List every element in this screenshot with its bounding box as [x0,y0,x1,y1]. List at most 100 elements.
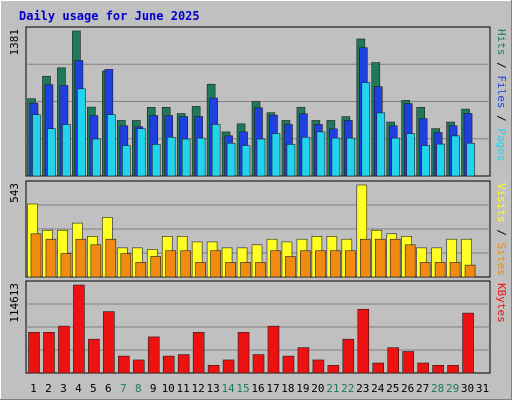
bar-sites-day-21 [330,250,341,278]
x-tick-label-day-19: 19 [296,382,309,395]
bar-pages-day-9 [151,144,161,177]
x-tick-label-day-27: 27 [416,382,429,395]
bar-pages-day-11 [181,138,191,177]
x-tick-label-day-3: 3 [60,382,67,395]
bar-pages-day-25 [391,137,401,177]
bar-pages-day-2 [47,128,56,177]
bar-sites-day-29 [449,262,461,278]
bar-kbytes-day-29 [447,365,459,374]
legend-separator: / [495,109,508,129]
bar-sites-day-5 [90,244,102,278]
bar-pages-day-12 [196,137,206,177]
bar-pages-day-18 [286,144,296,177]
bar-kbytes-day-6 [103,311,115,374]
bar-sites-day-14 [225,262,236,278]
bar-sites-day-24 [374,238,386,278]
x-tick-label-day-28: 28 [431,382,444,395]
bar-kbytes-day-26 [402,351,414,374]
legend-hits: Hits [495,29,508,56]
bar-pages-day-10 [166,136,176,177]
x-tick-label-day-8: 8 [135,382,142,395]
x-tick-label-day-25: 25 [386,382,399,395]
bar-sites-day-13 [210,250,221,278]
sites-panel: 543 Visits / Sites [8,180,508,278]
bar-sites-day-17 [270,250,281,278]
x-tick-label-day-21: 21 [326,382,339,395]
bar-sites-day-27 [419,262,431,278]
x-tick-label-day-5: 5 [90,382,97,395]
legend-pages: Pages [495,128,508,161]
legend-separator: / [495,56,508,76]
x-tick-label-day-20: 20 [311,382,324,395]
bar-sites-day-12 [195,262,206,278]
bar-kbytes-day-25 [387,347,400,374]
x-tick-label-day-14: 14 [221,382,235,395]
bar-pages-day-6 [107,114,116,177]
bar-pages-day-27 [421,145,430,177]
x-tick-label-day-23: 23 [356,382,369,395]
bar-sites-day-25 [389,238,401,278]
bar-sites-day-10 [165,250,177,278]
x-tick-label-day-29: 29 [446,382,459,395]
bar-sites-day-6 [105,238,117,278]
bar-pages-day-20 [316,131,326,177]
bar-pages-day-30 [466,142,475,177]
bar-kbytes-day-15 [237,332,250,374]
bar-pages-day-14 [226,142,236,177]
bar-kbytes-day-2 [43,332,55,374]
bar-sites-day-9 [150,256,162,278]
legend-visits: Visits [495,183,508,223]
bar-sites-day-15 [240,262,251,278]
x-tick-label-day-22: 22 [341,382,354,395]
y-axis-max-label: 1381 [8,29,21,56]
bar-kbytes-day-19 [297,347,310,374]
bar-sites-day-3 [60,253,72,278]
bar-kbytes-day-24 [372,362,385,374]
bar-kbytes-day-3 [58,325,70,374]
bar-pages-day-13 [211,124,221,177]
bar-pages-day-17 [271,133,281,177]
x-tick-label-day-30: 30 [461,382,474,395]
bar-kbytes-day-21 [327,365,340,374]
x-tick-label-day-9: 9 [150,382,157,395]
x-tick-label-day-6: 6 [105,382,112,395]
legend-sites: Sites [495,243,508,276]
bar-sites-day-2 [45,238,57,278]
y-axis-max-label: 114613 [8,283,21,323]
bar-pages-day-22 [346,137,356,177]
bar-pages-day-16 [256,138,266,177]
bar-sites-day-18 [285,256,296,278]
bar-pages-day-21 [331,137,341,177]
bar-pages-day-23 [361,82,371,177]
x-tick-label-day-11: 11 [177,382,190,395]
bar-kbytes-day-18 [282,355,295,374]
bar-pages-day-24 [376,112,386,177]
x-tick-label-day-13: 13 [206,382,219,395]
bar-pages-day-29 [451,135,460,177]
bar-sites-day-28 [434,262,446,278]
x-tick-label-day-2: 2 [45,382,52,395]
bar-pages-day-4 [77,88,86,177]
bar-kbytes-day-16 [252,354,265,374]
bar-kbytes-day-9 [147,336,160,374]
bar-kbytes-day-20 [312,359,325,374]
bar-kbytes-day-22 [342,338,355,374]
bar-kbytes-day-1 [28,332,40,374]
legend-kbytes: KBytes [495,283,508,323]
bar-pages-day-8 [136,128,146,177]
x-tick-label-day-18: 18 [281,382,294,395]
bar-kbytes-day-7 [118,355,130,374]
bar-pages-day-1 [32,114,41,177]
bar-pages-day-7 [122,145,131,177]
bar-sites-day-22 [345,250,356,278]
x-tick-label-day-16: 16 [251,382,264,395]
series-legend: KBytes [495,283,508,323]
bar-sites-day-23 [359,238,371,278]
bar-sites-day-7 [120,253,132,278]
bar-pages-day-15 [241,145,251,177]
bar-kbytes-day-13 [207,365,220,374]
bar-sites-day-16 [255,262,266,278]
bar-kbytes-day-17 [267,325,280,374]
x-tick-label-day-4: 4 [75,382,82,395]
